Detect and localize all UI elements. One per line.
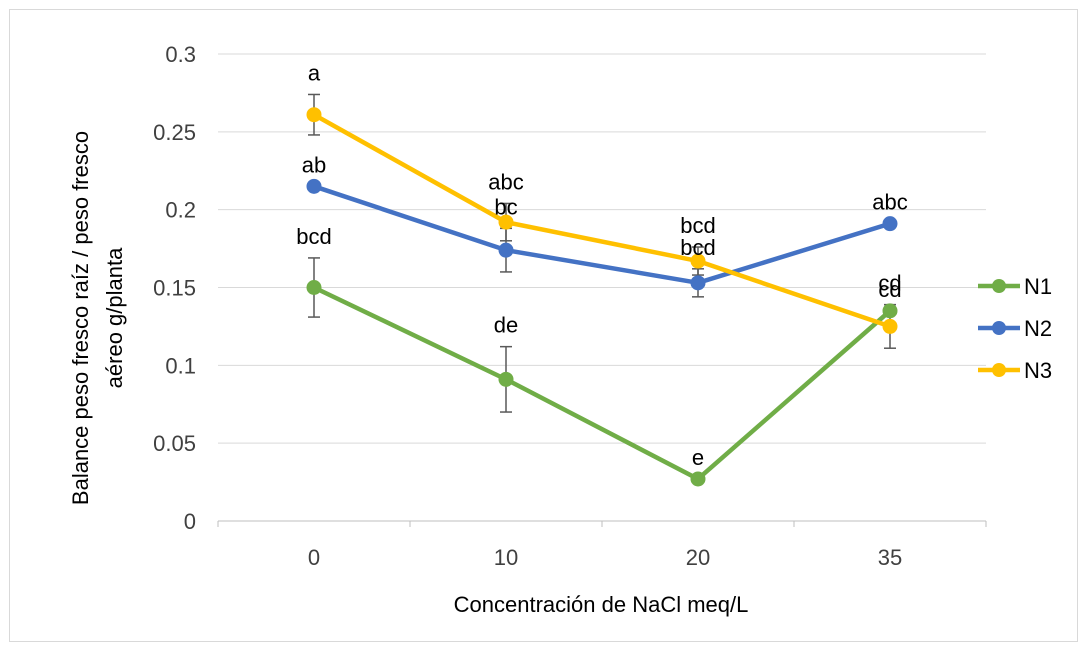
y-tick-label: 0.05: [153, 431, 196, 456]
data-point-n1: [690, 471, 706, 487]
x-tick-label: 10: [494, 545, 518, 570]
data-point-n3: [882, 318, 898, 334]
data-label-n1: de: [494, 313, 518, 338]
data-label-n1: cd: [878, 277, 901, 302]
legend-marker-n3: [992, 363, 1006, 377]
y-axis-title-line-2: aéreo g/planta: [102, 247, 127, 388]
series-line-n2: [311, 184, 893, 286]
legend-marker-n2: [992, 321, 1006, 335]
series-line-n3: [311, 112, 893, 329]
x-tick-label: 35: [878, 545, 902, 570]
legend-label-n2: N2: [1024, 316, 1052, 341]
x-tick-label: 0: [308, 545, 320, 570]
data-label-n3: cd: [878, 271, 901, 296]
point-labels: bcd de e cd ab bc bcd abc a abc bcd cd: [296, 60, 907, 469]
data-label-n1: e: [692, 445, 704, 470]
y-tick-label: 0.15: [153, 276, 196, 301]
y-tick-label: 0.25: [153, 120, 196, 145]
y-axis-title: Balance peso fresco raíz / peso fresco a…: [68, 131, 127, 505]
y-tick-label: 0.1: [165, 353, 196, 378]
data-label-n3: bcd: [680, 213, 715, 238]
data-point-n1: [306, 280, 322, 295]
legend-label-n1: N1: [1024, 274, 1052, 299]
data-label-n2: abc: [872, 190, 907, 215]
y-tick-label: 0.2: [165, 198, 196, 223]
x-tick-label: 20: [686, 545, 710, 570]
x-axis-title: Concentración de NaCl meq/L: [454, 592, 749, 617]
data-point-n2: [498, 242, 514, 258]
y-tick-label: 0.3: [165, 42, 196, 67]
data-point-n3: [498, 214, 514, 230]
data-point-n2: [306, 178, 322, 194]
series-line-n1: [311, 285, 893, 482]
data-label-n3: abc: [488, 169, 523, 194]
data-label-n2: bcd: [680, 235, 715, 260]
data-point-n1: [498, 371, 514, 387]
legend: N1 N2 N3: [978, 274, 1052, 383]
legend-label-n3: N3: [1024, 358, 1052, 383]
y-axis-title-line-1: Balance peso fresco raíz / peso fresco: [68, 131, 93, 505]
data-label-n3: a: [308, 60, 321, 85]
axes: 0 0.05 0.1 0.15 0.2 0.25 0.3 0 10 20 35: [153, 42, 987, 570]
data-point-n1: [882, 303, 898, 319]
series-points: [306, 107, 898, 487]
data-label-n2: ab: [302, 152, 326, 177]
series-lines: [311, 112, 893, 482]
data-point-n2: [882, 216, 898, 232]
data-point-n2: [690, 275, 706, 291]
data-point-n3: [690, 253, 706, 269]
legend-marker-n1: [992, 279, 1006, 293]
data-label-n2: bc: [494, 194, 517, 219]
chart-frame: [9, 9, 1078, 642]
y-tick-label: 0: [184, 509, 196, 534]
data-point-n3: [306, 107, 322, 123]
gridlines: [218, 53, 986, 444]
data-label-n1: bcd: [296, 224, 331, 249]
error-bars: [308, 93, 896, 413]
